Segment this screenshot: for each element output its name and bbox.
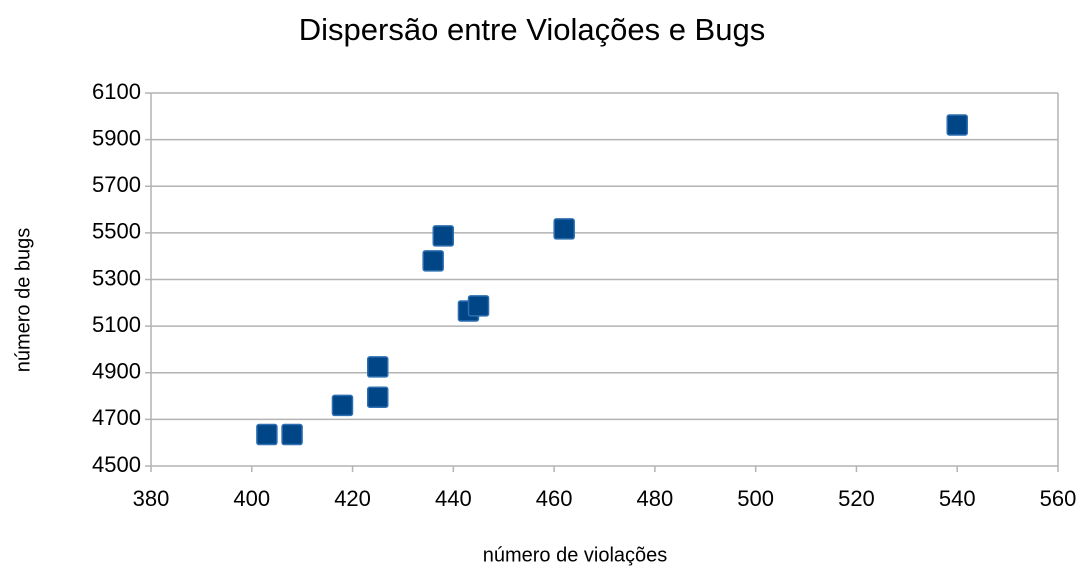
point (432, 225, 455, 247)
y-axis-title: número de bugs (12, 228, 34, 373)
y-tick-label: 6100 (92, 79, 141, 104)
y-tick-label: 5900 (92, 125, 141, 150)
y-tick-label: 4700 (92, 405, 141, 430)
x-tick-label: 500 (737, 486, 774, 511)
point (256, 423, 278, 446)
x-tick-label: 440 (435, 486, 472, 511)
x-tick-label: 460 (536, 486, 573, 511)
point (367, 356, 389, 378)
y-tick-label: 4900 (92, 359, 141, 384)
y-tick-label: 4500 (92, 452, 141, 477)
y-tick-label: 5300 (92, 265, 141, 290)
x-tick-label: 380 (133, 486, 170, 511)
y-tick-label: 5100 (92, 312, 141, 337)
y-tick-label: 5500 (92, 219, 141, 244)
x-tick-label: 520 (838, 486, 875, 511)
point (946, 114, 968, 136)
chart-title: Dispersão entre Violações e Bugs (299, 12, 765, 47)
x-tick-label: 540 (939, 486, 976, 511)
point (367, 386, 389, 408)
x-tick-label: 480 (637, 486, 674, 511)
point (422, 250, 444, 272)
point (467, 295, 490, 317)
point (281, 423, 303, 446)
x-tick-label: 400 (233, 486, 270, 511)
point (553, 218, 575, 240)
x-tick-label: 560 (1040, 486, 1077, 511)
x-tick-label: 420 (334, 486, 371, 511)
point (331, 394, 354, 417)
y-tick-label: 5700 (92, 172, 141, 197)
x-axis-title: número de violações (483, 544, 668, 566)
